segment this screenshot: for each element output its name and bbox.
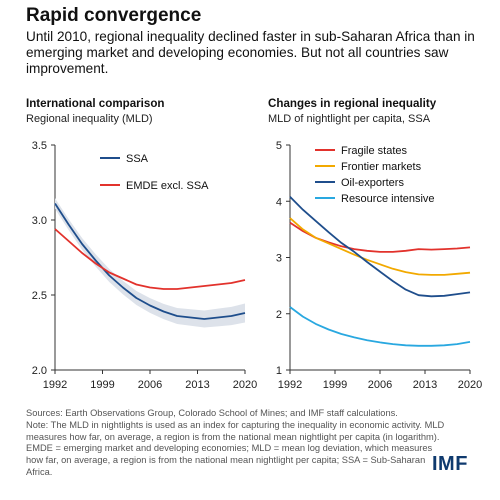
right-y-tick-label: 3 (276, 253, 282, 265)
right-panel-title: Changes in regional inequality (268, 97, 437, 110)
left-y-tick-label: 2.0 (32, 365, 47, 377)
right-series-line-3 (289, 306, 471, 347)
right-y-tick-label: 1 (276, 365, 282, 377)
right-series-line-0 (289, 221, 471, 253)
left-series-line-1 (54, 228, 246, 290)
right-legend-label-3: Resource intensive (341, 193, 435, 205)
right-x-tick-label: 1992 (278, 379, 302, 391)
chart-subtitle: Until 2010, regional inequality declined… (26, 29, 475, 77)
chart-title: Rapid convergence (26, 5, 202, 26)
sources-text: Sources: Earth Observations Group, Color… (26, 408, 398, 418)
right-series-line-2 (289, 196, 471, 298)
left-x-tick-label: 2006 (138, 379, 162, 391)
left-panel-title: International comparison (26, 97, 165, 110)
right-panel-subtitle: MLD of nightlight per capita, SSA (268, 113, 431, 125)
right-series-line-1 (289, 217, 471, 276)
left-y-tick-label: 2.5 (32, 290, 47, 302)
left-panel-subtitle: Regional inequality (MLD) (26, 113, 153, 125)
right-x-tick-label: 2020 (458, 379, 482, 391)
left-legend-label-1: EMDE excl. SSA (126, 180, 209, 192)
right-y-tick-label: 4 (276, 196, 282, 208)
right-legend-label-2: Oil-exporters (341, 177, 404, 189)
notes: Sources: Earth Observations Group, Color… (26, 408, 446, 479)
imf-logo: IMF (432, 453, 468, 475)
right-y-tick-label: 5 (276, 140, 282, 152)
right-x-tick-label: 2006 (368, 379, 392, 391)
left-legend-label-0: SSA (126, 153, 149, 165)
right-x-tick-label: 1999 (323, 379, 347, 391)
left-series-line-0 (54, 203, 246, 320)
left-x-tick-label: 2020 (233, 379, 257, 391)
right-x-tick-label: 2013 (413, 379, 437, 391)
left-y-tick-label: 3.0 (32, 215, 47, 227)
right-y-tick-label: 2 (276, 309, 282, 321)
left-y-tick-label: 3.5 (32, 140, 47, 152)
left-x-tick-label: 2013 (185, 379, 209, 391)
left-confidence-band (55, 198, 245, 328)
right-legend-label-0: Fragile states (341, 145, 408, 157)
left-x-tick-label: 1992 (43, 379, 67, 391)
note-text: Note: The MLD in nightlights is used as … (26, 419, 445, 477)
right-legend-label-1: Frontier markets (341, 161, 422, 173)
left-x-tick-label: 1999 (90, 379, 114, 391)
